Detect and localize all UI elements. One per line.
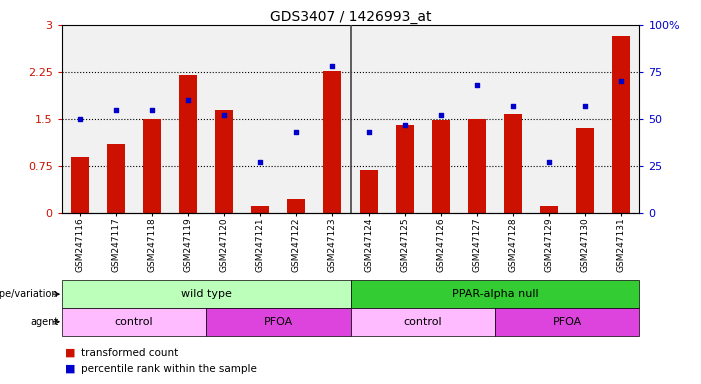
Bar — [251, 205, 269, 213]
Bar — [432, 120, 450, 213]
Bar — [98, 25, 134, 213]
Bar — [459, 25, 495, 213]
Text: GDS3407 / 1426993_at: GDS3407 / 1426993_at — [270, 10, 431, 23]
Point — [147, 106, 158, 113]
Bar — [179, 75, 197, 213]
Bar — [423, 25, 458, 213]
Point — [291, 129, 302, 135]
Bar — [360, 170, 378, 213]
Bar — [603, 25, 639, 213]
Bar — [576, 128, 594, 213]
Text: genotype/variation: genotype/variation — [0, 289, 58, 299]
Text: PFOA: PFOA — [264, 317, 293, 327]
Bar — [495, 25, 531, 213]
Bar — [504, 114, 522, 213]
Point — [543, 159, 554, 166]
Text: control: control — [114, 317, 154, 327]
Bar — [134, 25, 170, 213]
Point — [580, 103, 591, 109]
Bar — [468, 119, 486, 213]
Bar — [71, 157, 89, 213]
Text: ■: ■ — [65, 364, 76, 374]
Text: percentile rank within the sample: percentile rank within the sample — [81, 364, 257, 374]
Bar — [206, 25, 243, 213]
Bar — [170, 25, 206, 213]
Text: control: control — [403, 317, 442, 327]
Text: PFOA: PFOA — [552, 317, 582, 327]
Bar — [323, 71, 341, 213]
Bar — [387, 25, 423, 213]
Bar — [143, 119, 161, 213]
Bar — [314, 25, 350, 213]
Point — [74, 116, 86, 122]
Point — [110, 106, 121, 113]
Bar — [287, 199, 306, 213]
Bar — [395, 125, 414, 213]
Text: agent: agent — [30, 317, 58, 327]
Bar — [350, 25, 387, 213]
Bar — [243, 25, 278, 213]
Point — [435, 112, 447, 118]
Point — [508, 103, 519, 109]
Bar — [540, 205, 558, 213]
Point — [399, 122, 410, 128]
Text: PPAR-alpha null: PPAR-alpha null — [451, 289, 538, 299]
Bar — [62, 25, 98, 213]
Point — [327, 63, 338, 70]
Bar — [107, 144, 125, 213]
Bar — [567, 25, 603, 213]
Text: wild type: wild type — [181, 289, 231, 299]
Text: ■: ■ — [65, 348, 76, 358]
Bar — [612, 36, 630, 213]
Text: transformed count: transformed count — [81, 348, 178, 358]
Bar — [531, 25, 567, 213]
Point — [615, 78, 627, 84]
Point — [254, 159, 266, 166]
Point — [219, 112, 230, 118]
Bar — [278, 25, 314, 213]
Bar — [215, 110, 233, 213]
Point — [182, 97, 193, 103]
Point — [471, 82, 482, 88]
Point — [363, 129, 374, 135]
